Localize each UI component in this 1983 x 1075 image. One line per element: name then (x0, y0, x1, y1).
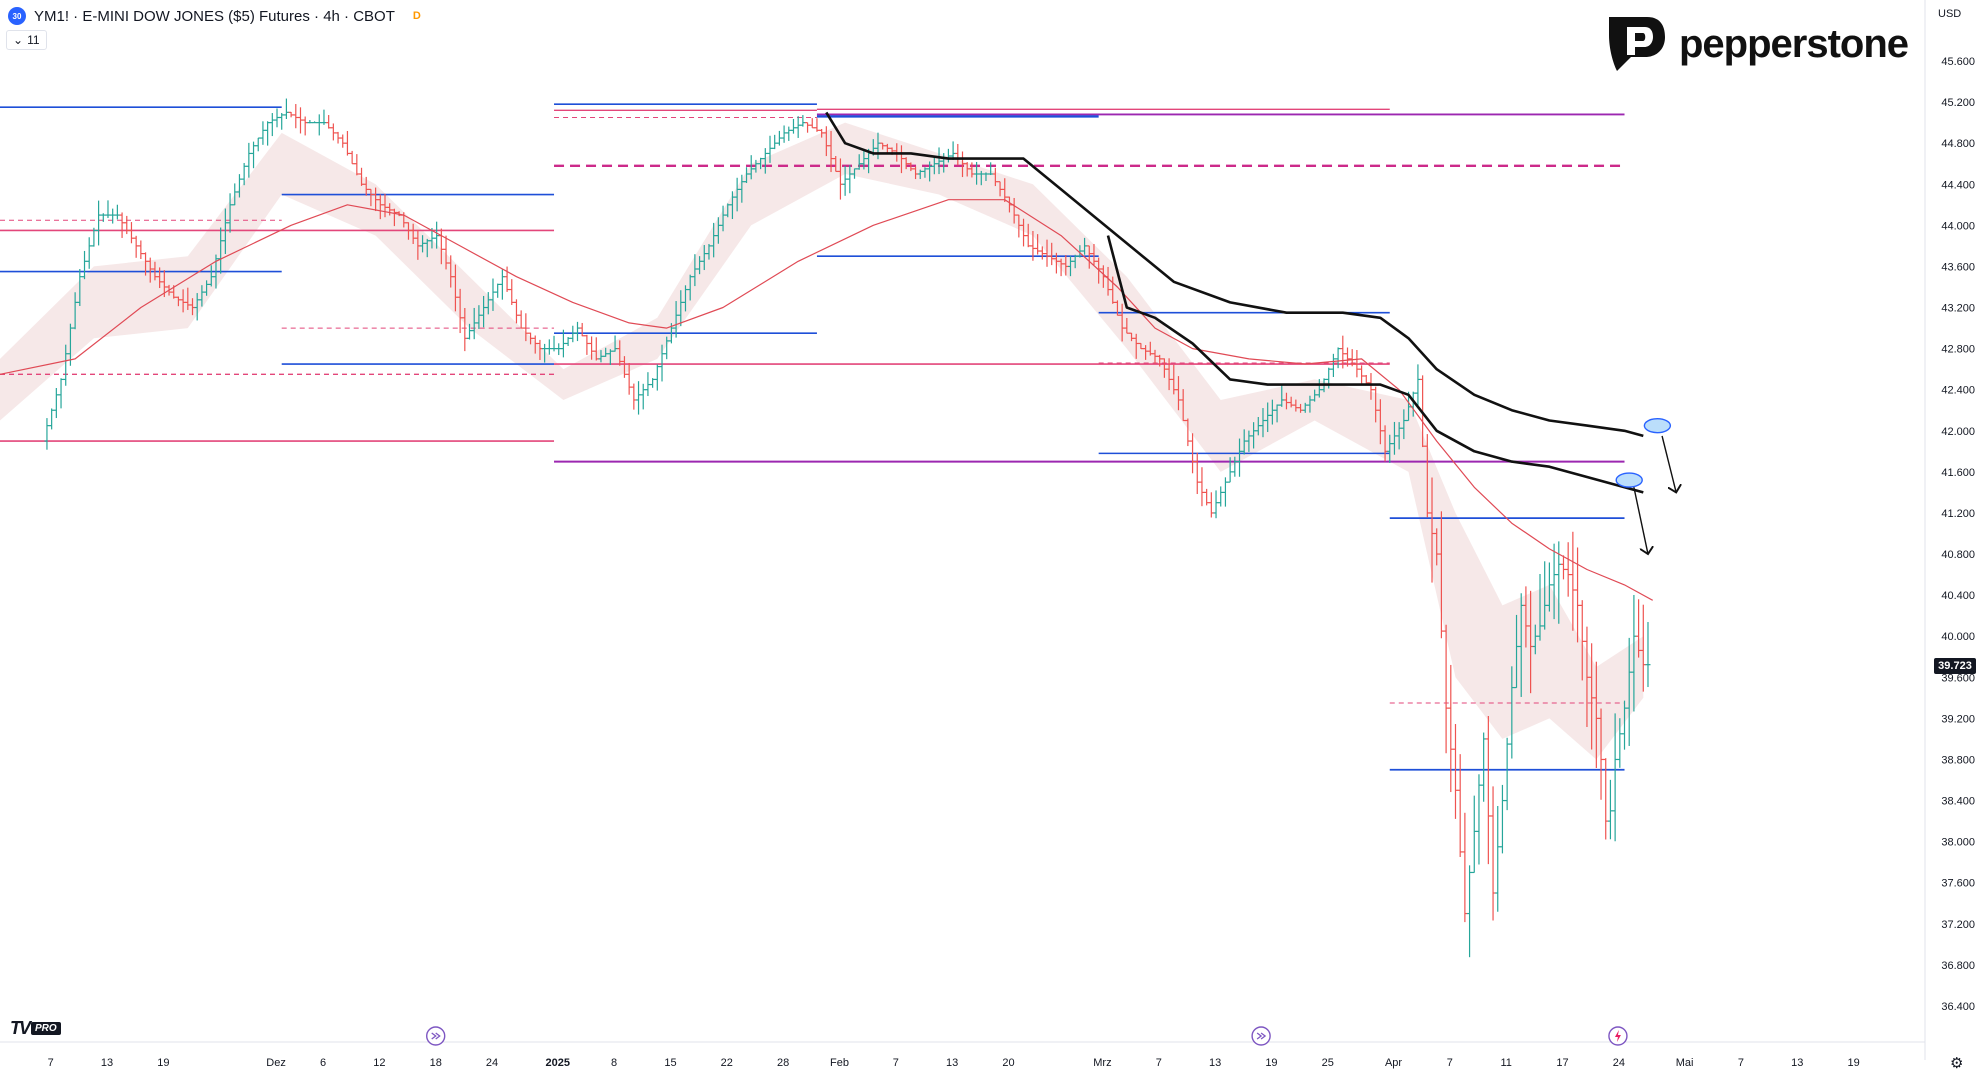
y-tick-label: 43.600 (1941, 261, 1975, 273)
ma-band-area (0, 122, 1644, 760)
pro-badge: PRO (31, 1022, 61, 1035)
x-tick-label: 13 (946, 1057, 958, 1069)
x-tick-label: Dez (266, 1057, 286, 1069)
x-tick-label: 24 (486, 1057, 498, 1069)
ma-bands (0, 122, 1644, 760)
symbol-badge-icon[interactable]: 30 (8, 7, 26, 25)
x-tick-label: 7 (893, 1057, 899, 1069)
currency-label[interactable]: USD (1938, 8, 1962, 20)
x-tick-label: 11 (1500, 1057, 1511, 1069)
y-tick-label: 41.200 (1941, 508, 1975, 520)
x-tick-label: Mrz (1093, 1057, 1111, 1069)
moving-averages (0, 111, 1653, 601)
x-tick-label: 2025 (546, 1057, 570, 1069)
event-marker-icon[interactable] (426, 1026, 446, 1046)
x-tick-label: 13 (101, 1057, 113, 1069)
y-tick-label: 40.000 (1941, 631, 1975, 643)
x-tick-label: 15 (664, 1057, 676, 1069)
x-tick-label: 19 (1848, 1057, 1860, 1069)
x-tick-label: 6 (320, 1057, 326, 1069)
lightning-shape (1614, 1030, 1621, 1042)
x-tick-label: 8 (611, 1057, 617, 1069)
y-tick-label: 40.400 (1941, 590, 1975, 602)
candles (44, 98, 1651, 958)
last-price-tag: 39.723 (1934, 658, 1976, 674)
tv-logo-icon: TV (10, 1018, 31, 1038)
time-axis: 7 13 19 Dez 6 12 18 24 2025 8 15 22 28 Feb 7 13 20 Mrz 7 13… (0, 1041, 1925, 1069)
y-tick-label: 45.200 (1941, 97, 1975, 109)
y-tick-label: 42.800 (1941, 344, 1975, 356)
x-tick-label: 18 (430, 1057, 442, 1069)
y-tick-label: 37.600 (1941, 878, 1975, 890)
price-axis: 36.400 36.800 37.200 37.600 38.000 38.400 38.8… (1924, 0, 1975, 1060)
indicator-count: 11 (27, 33, 40, 47)
x-tick-label: Feb (830, 1057, 849, 1069)
x-tick-label: 20 (1002, 1057, 1014, 1069)
trend-arrow (1633, 487, 1648, 554)
x-tick-label: 25 (1322, 1057, 1334, 1069)
x-tick-label: 13 (1791, 1057, 1803, 1069)
x-tick-label: 7 (1156, 1057, 1162, 1069)
chevron-down-icon: ⌄ (13, 33, 24, 47)
lightning-event-icon[interactable] (1608, 1026, 1628, 1046)
tradingview-logo[interactable]: TV PRO (10, 1018, 61, 1039)
ma_black_upper-line (825, 111, 1644, 438)
settings-gear-icon[interactable]: ⚙ (1950, 1055, 1964, 1072)
brand-name: pepperstone (1679, 21, 1909, 66)
ma_black_lower-line (1106, 235, 1644, 494)
brand-logo: pepperstone (1605, 14, 1909, 74)
x-tick-label: 19 (1265, 1057, 1277, 1069)
event-markers (426, 1026, 1628, 1046)
x-tick-label: Mai (1676, 1057, 1694, 1069)
data-flag-badge[interactable]: D (412, 10, 421, 22)
ema-line (0, 199, 1653, 601)
y-tick-label: 39.200 (1941, 713, 1975, 725)
x-tick-label: 24 (1613, 1057, 1625, 1069)
indicator-toggle-button[interactable]: ⌄ 11 (6, 30, 47, 50)
x-tick-label: 17 (1556, 1057, 1568, 1069)
marker-ellipse (1615, 472, 1643, 488)
forward-shape (431, 1032, 441, 1040)
x-tick-label: 12 (373, 1057, 385, 1069)
y-tick-label: 39.600 (1941, 672, 1975, 684)
trend-arrow (1661, 435, 1676, 492)
x-tick-label: Apr (1385, 1057, 1402, 1069)
y-tick-label: 38.000 (1941, 837, 1975, 849)
y-tick-label: 36.400 (1941, 1001, 1975, 1013)
y-tick-label: 38.400 (1941, 796, 1975, 808)
y-tick-label: 36.800 (1941, 960, 1975, 972)
y-tick-label: 42.000 (1941, 426, 1975, 438)
y-tick-label: 43.200 (1941, 303, 1975, 315)
x-tick-label: 7 (1447, 1057, 1453, 1069)
event-marker-icon[interactable] (1251, 1026, 1271, 1046)
chart-header: 30 YM1! · E-MINI DOW JONES ($5) Futures … (8, 6, 421, 26)
x-tick-label: 22 (721, 1057, 733, 1069)
y-tick-label: 44.800 (1941, 138, 1975, 150)
marker-ellipse (1643, 417, 1672, 434)
x-tick-label: 7 (1738, 1057, 1744, 1069)
forward-shape (1256, 1032, 1267, 1040)
x-tick-label: 28 (777, 1057, 789, 1069)
x-tick-label: 19 (157, 1057, 169, 1069)
symbol-title[interactable]: YM1! · E-MINI DOW JONES ($5) Futures · 4… (34, 7, 395, 25)
x-tick-label: 7 (48, 1057, 54, 1069)
y-tick-label: 41.600 (1941, 467, 1975, 479)
y-tick-label: 45.600 (1941, 56, 1975, 68)
x-tick-label: 13 (1209, 1057, 1221, 1069)
pepperstone-logo-icon (1609, 17, 1665, 71)
y-tick-label: 42.400 (1941, 385, 1975, 397)
y-tick-label: 38.800 (1941, 754, 1975, 766)
y-tick-label: 37.200 (1941, 919, 1975, 931)
y-tick-label: 44.400 (1941, 179, 1975, 191)
annotations (1615, 417, 1676, 554)
y-tick-label: 44.000 (1941, 220, 1975, 232)
y-tick-label: 40.800 (1941, 549, 1975, 561)
